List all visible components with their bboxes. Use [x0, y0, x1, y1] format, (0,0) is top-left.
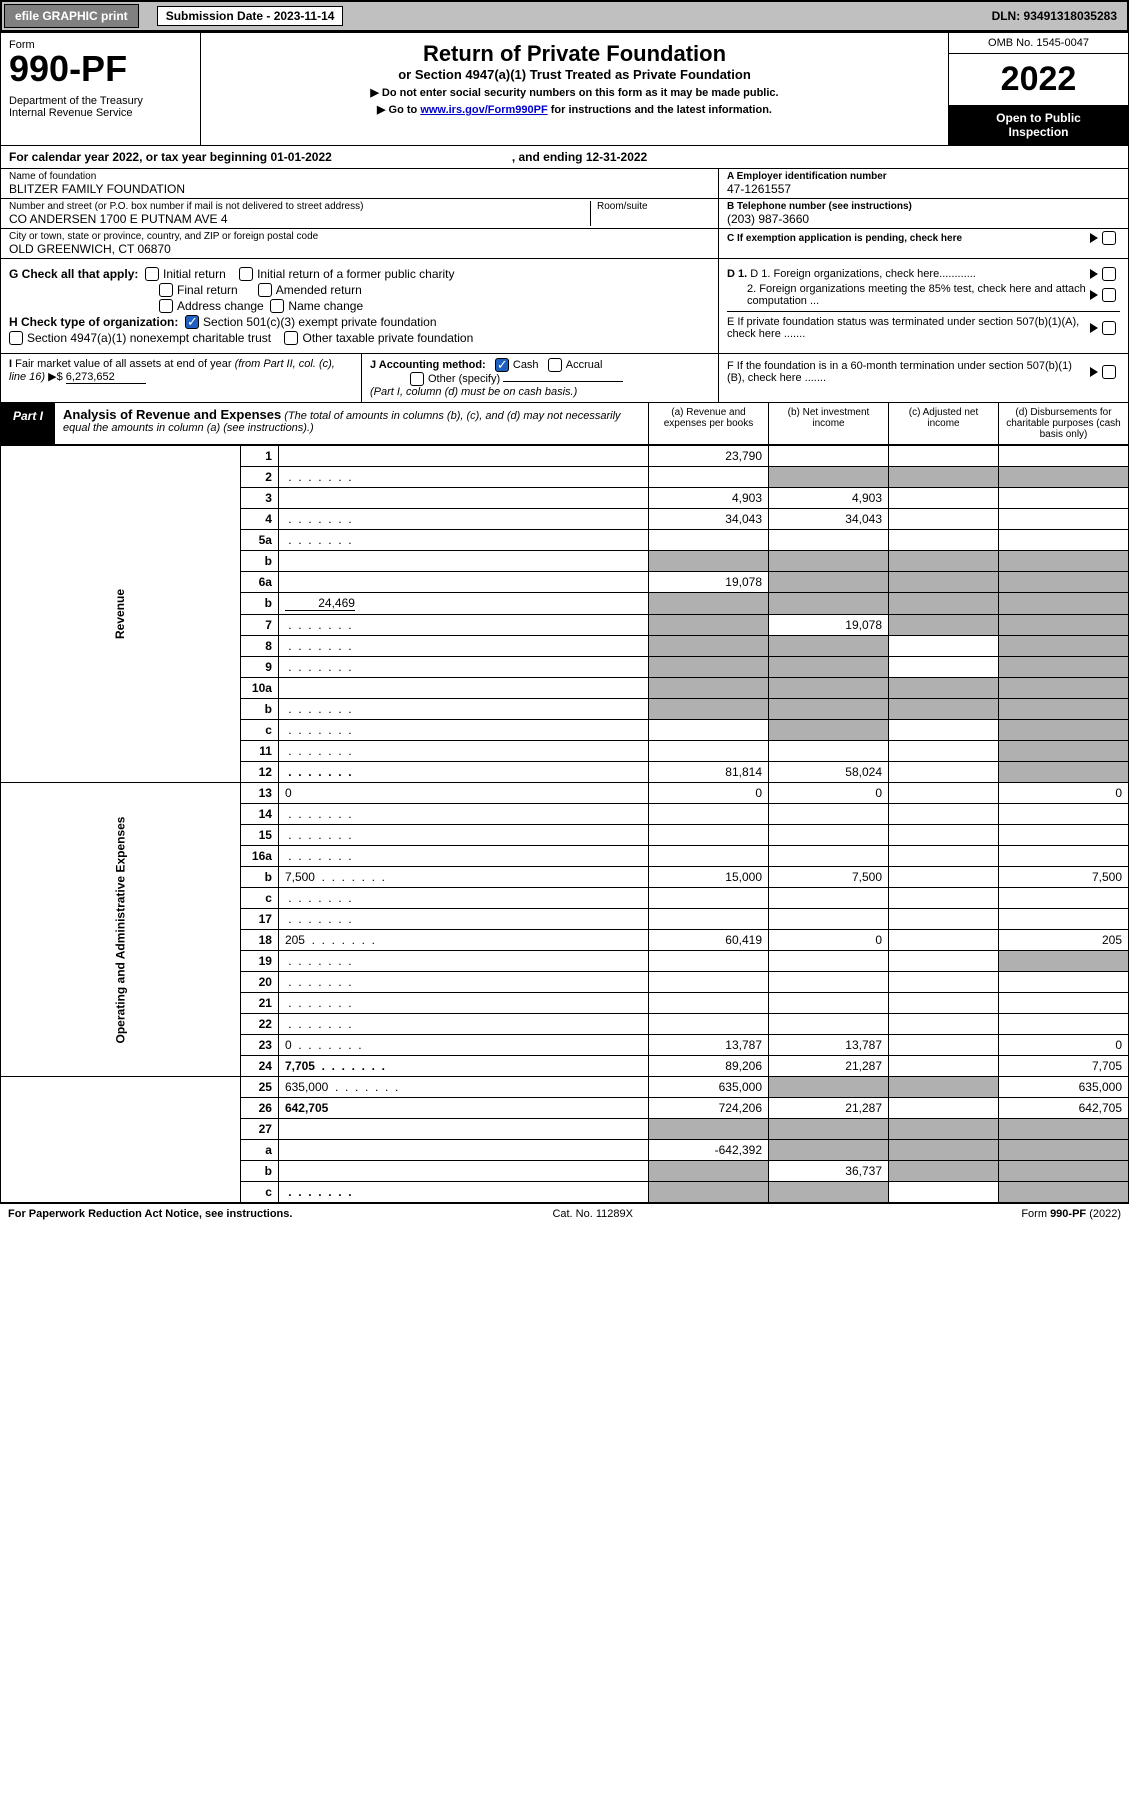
other-taxable-checkbox[interactable]	[284, 331, 298, 345]
calendar-row: For calendar year 2022, or tax year begi…	[0, 146, 1129, 169]
part1-title: Analysis of Revenue and Expenses	[63, 407, 281, 422]
city: OLD GREENWICH, CT 06870	[9, 242, 710, 256]
form-note2: ▶ Go to www.irs.gov/Form990PF for instru…	[209, 103, 940, 116]
open-inspection: Open to Public Inspection	[949, 105, 1128, 145]
501c3-checkbox[interactable]	[185, 315, 199, 329]
phone-label: B Telephone number (see instructions)	[727, 201, 1120, 212]
other-method-checkbox[interactable]	[410, 372, 424, 386]
j-label: J Accounting method:	[370, 359, 486, 371]
omb-number: OMB No. 1545-0047	[949, 33, 1128, 54]
form-header: Form 990-PF Department of the Treasury I…	[0, 32, 1129, 146]
col-d-header: (d) Disbursements for charitable purpose…	[998, 403, 1128, 444]
dln-label: DLN: 93491318035283	[992, 9, 1125, 23]
irs-link[interactable]: www.irs.gov/Form990PF	[420, 104, 547, 116]
arrow-icon	[1090, 367, 1098, 377]
col-b-header: (b) Net investment income	[768, 403, 888, 444]
j-note: (Part I, column (d) must be on cash basi…	[370, 386, 577, 398]
initial-return-checkbox[interactable]	[145, 267, 159, 281]
initial-former-checkbox[interactable]	[239, 267, 253, 281]
table-row: Revenue123,790	[1, 446, 1129, 467]
amended-return-checkbox[interactable]	[258, 283, 272, 297]
form-title: Return of Private Foundation	[209, 41, 940, 67]
f-checkbox[interactable]	[1102, 365, 1116, 379]
footer-left: For Paperwork Reduction Act Notice, see …	[8, 1208, 292, 1220]
form-note1: ▶ Do not enter social security numbers o…	[209, 86, 940, 99]
4947-checkbox[interactable]	[9, 331, 23, 345]
top-bar: efile GRAPHIC print Submission Date - 20…	[0, 0, 1129, 32]
arrow-icon	[1090, 323, 1098, 333]
efile-button[interactable]: efile GRAPHIC print	[4, 4, 139, 28]
address: CO ANDERSEN 1700 E PUTNAM AVE 4	[9, 212, 590, 226]
city-label: City or town, state or province, country…	[9, 231, 710, 242]
tax-year: 2022	[949, 54, 1128, 105]
part1-table: Revenue123,7902 . . . . . . .34,9034,903…	[0, 445, 1129, 1203]
arrow-icon	[1090, 290, 1098, 300]
h-label: H Check type of organization:	[9, 315, 178, 329]
form-subtitle: or Section 4947(a)(1) Trust Treated as P…	[209, 67, 940, 82]
i-label: I Fair market value of all assets at end…	[9, 358, 335, 383]
i-value: 6,273,652	[66, 371, 146, 384]
submission-label: Submission Date - 2023-11-14	[153, 9, 344, 23]
final-return-checkbox[interactable]	[159, 283, 173, 297]
col-a-header: (a) Revenue and expenses per books	[648, 403, 768, 444]
table-row: 25635,000 . . . . . . .635,000635,000	[1, 1077, 1129, 1098]
calendar-begin: For calendar year 2022, or tax year begi…	[9, 150, 332, 164]
phone: (203) 987-3660	[727, 212, 1120, 226]
part1-header: Part I Analysis of Revenue and Expenses …	[0, 403, 1129, 445]
room-label: Room/suite	[597, 201, 710, 212]
part1-label: Part I	[1, 403, 55, 444]
accrual-checkbox[interactable]	[548, 358, 562, 372]
i-j-f-section: I Fair market value of all assets at end…	[0, 354, 1129, 403]
info-grid: Name of foundation BLITZER FAMILY FOUNDA…	[0, 169, 1129, 259]
calendar-end: , and ending 12-31-2022	[512, 150, 647, 164]
footer-form: Form 990-PF (2022)	[1021, 1208, 1121, 1220]
cash-checkbox[interactable]	[495, 358, 509, 372]
ein: 47-1261557	[727, 182, 1120, 196]
name-label: Name of foundation	[9, 171, 710, 182]
table-row: Operating and Administrative Expenses130…	[1, 783, 1129, 804]
c-label: C If exemption application is pending, c…	[727, 233, 962, 244]
footer: For Paperwork Reduction Act Notice, see …	[0, 1203, 1129, 1224]
e-checkbox[interactable]	[1102, 321, 1116, 335]
d2-checkbox[interactable]	[1102, 288, 1116, 302]
arrow-icon	[1090, 233, 1098, 243]
dept-label: Department of the Treasury Internal Reve…	[9, 95, 192, 119]
form-number: 990-PF	[9, 51, 192, 87]
g-h-section: G Check all that apply: Initial return I…	[0, 259, 1129, 354]
ein-label: A Employer identification number	[727, 171, 1120, 182]
g-label: G Check all that apply:	[9, 267, 138, 281]
name-change-checkbox[interactable]	[270, 299, 284, 313]
foundation-name: BLITZER FAMILY FOUNDATION	[9, 182, 710, 196]
c-checkbox[interactable]	[1102, 231, 1116, 245]
address-change-checkbox[interactable]	[159, 299, 173, 313]
addr-label: Number and street (or P.O. box number if…	[9, 201, 590, 212]
d1-checkbox[interactable]	[1102, 267, 1116, 281]
arrow-icon	[1090, 269, 1098, 279]
col-c-header: (c) Adjusted net income	[888, 403, 998, 444]
footer-cat: Cat. No. 11289X	[552, 1208, 633, 1220]
